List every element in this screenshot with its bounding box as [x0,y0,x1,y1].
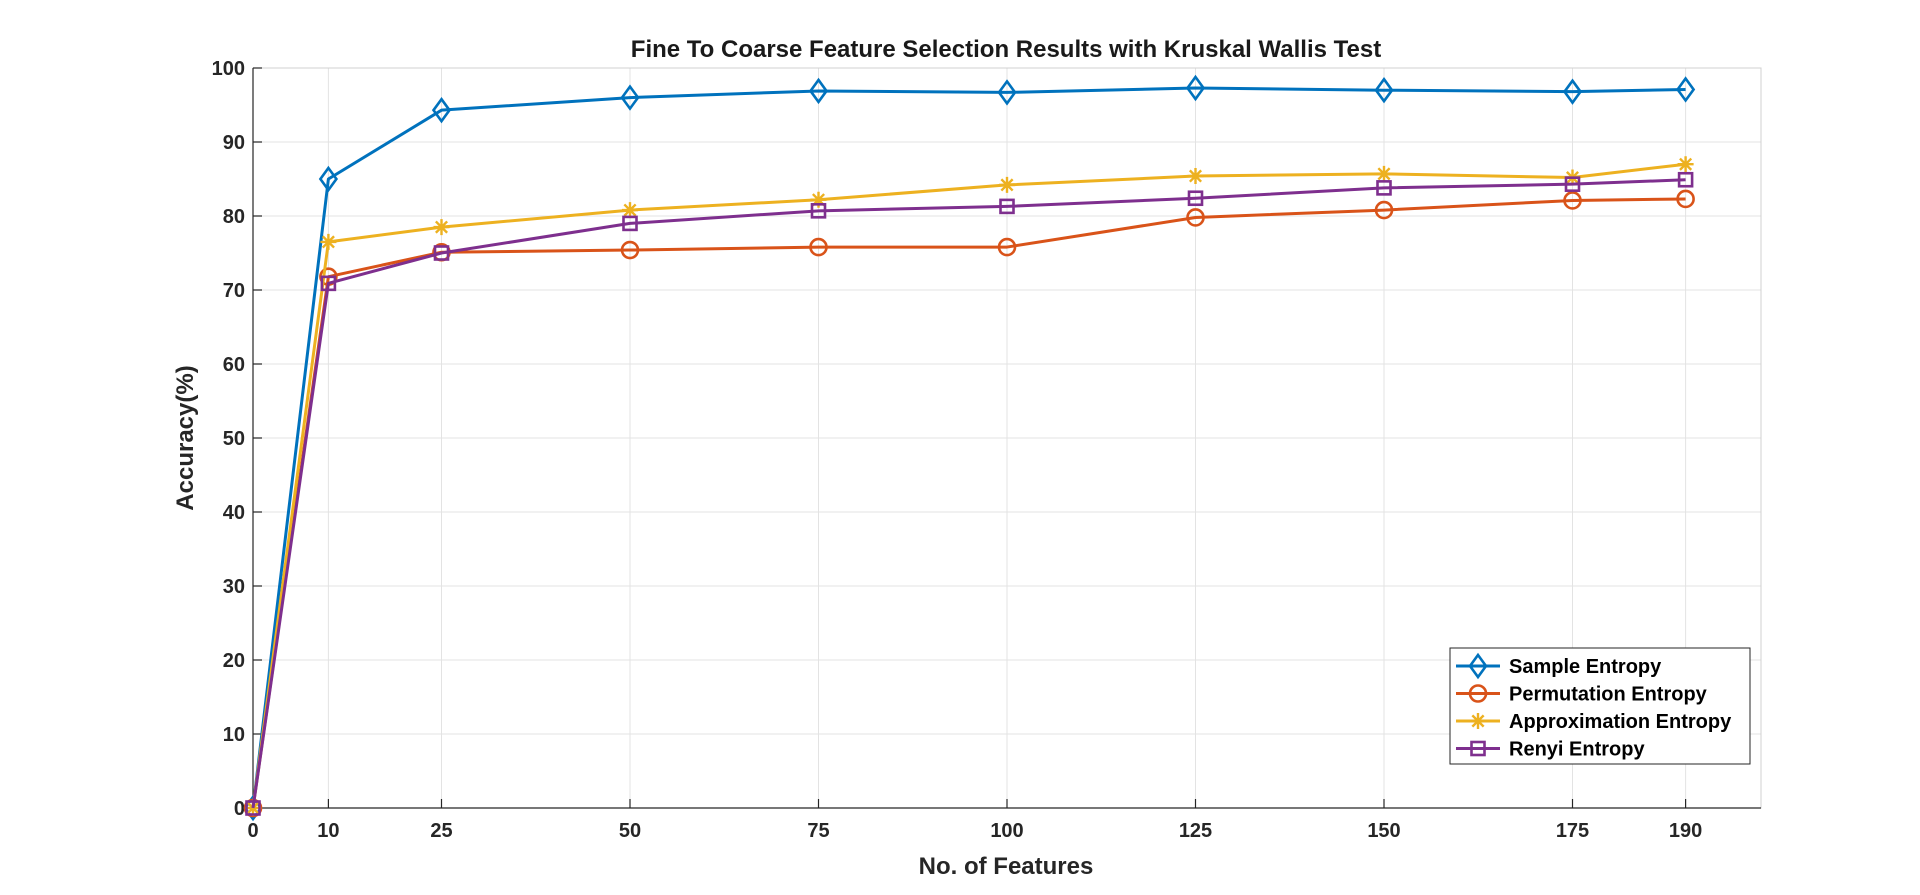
data-point-square [320,275,337,292]
data-point-asterisk [999,176,1015,193]
y-tick-label: 70 [223,280,245,302]
y-tick-label: 90 [223,132,245,154]
axes: 0 10 20 30 40 50 60 70 80 90 100 0 10 25 50 75 100 125 150… [212,58,1761,842]
x-tick-label: 25 [430,820,452,842]
y-tick-label: 60 [223,354,245,376]
data-point-circle [620,240,640,260]
series-line [251,86,1686,809]
x-tick-label: 175 [1556,820,1589,842]
y-tick-label: 10 [223,724,245,746]
y-tick-label: 30 [223,576,245,598]
x-tick-label: 10 [317,820,339,842]
legend-entry: Approximation Entropy [1456,711,1732,733]
data-point-diamond [1675,76,1696,103]
y-tick-label: 100 [212,58,245,80]
legend-label: Approximation Entropy [1509,711,1732,733]
data-point-asterisk [1187,168,1204,185]
data-point-circle [1468,684,1488,703]
data-point-square [1187,190,1204,207]
data-point-asterisk [1376,165,1392,182]
data-point-asterisk [1677,156,1694,173]
x-tick-label: 125 [1179,820,1212,842]
data-point-circle [1563,191,1582,210]
x-axis-label: No. of Features [919,853,1094,880]
data-point-asterisk [1470,713,1486,729]
x-tick-label: 190 [1669,820,1702,842]
series-line [251,197,1686,809]
y-tick-label: 50 [223,428,245,450]
data-point-diamond [997,79,1017,106]
series-line [251,162,1686,809]
y-tick-label: 80 [223,206,245,228]
data-point-square [1564,176,1581,192]
y-tick-label: 40 [223,502,245,524]
legend-entry: Sample Entropy [1456,652,1662,680]
legend-label: Permutation Entropy [1509,684,1708,706]
data-point-diamond [1374,76,1394,104]
x-tick-label: 0 [247,820,258,842]
legend-label: Sample Entropy [1509,656,1662,678]
x-tick-label: 75 [807,820,829,842]
data-point-asterisk [810,191,827,208]
series-renyi-entropy [245,171,1694,816]
data-point-circle [1676,189,1695,209]
legend-entry: Renyi Entropy [1456,739,1645,761]
data-point-circle [1186,208,1205,227]
data-point-square [245,800,261,816]
series-layer [243,74,1696,822]
data-point-square [999,198,1015,215]
data-point-square [622,215,638,232]
series-line [251,178,1686,809]
data-point-diamond [431,96,452,124]
data-point-diamond [1562,78,1583,105]
data-point-square [1677,171,1694,188]
y-tick-label: 0 [234,798,245,820]
x-tick-label: 150 [1367,820,1400,842]
legend: Sample Entropy Permutation Entropy Approxi… [1449,647,1751,765]
data-point-square [1470,740,1486,757]
data-point-diamond [1468,652,1488,680]
data-point-diamond [620,84,640,111]
legend-entry: Permutation Entropy [1456,684,1708,706]
x-tick-label: 50 [619,820,641,842]
data-point-diamond [808,77,829,105]
data-point-diamond [318,165,339,193]
chart-title: Fine To Coarse Feature Selection Results… [631,36,1381,63]
x-tick-label: 100 [990,820,1023,842]
data-point-asterisk [433,219,450,236]
data-point-circle [1374,200,1394,220]
y-axis-label: Accuracy(%) [172,365,199,510]
data-point-square [810,203,827,219]
series-sample-entropy [243,74,1696,822]
legend-label: Renyi Entropy [1509,739,1645,761]
data-point-square [433,245,450,261]
data-point-diamond [1185,74,1206,102]
data-point-asterisk [622,202,638,219]
data-point-circle [809,237,828,257]
data-point-asterisk [320,233,337,250]
data-point-circle [997,237,1017,257]
y-tick-label: 20 [223,650,245,672]
data-point-square [1376,180,1392,196]
